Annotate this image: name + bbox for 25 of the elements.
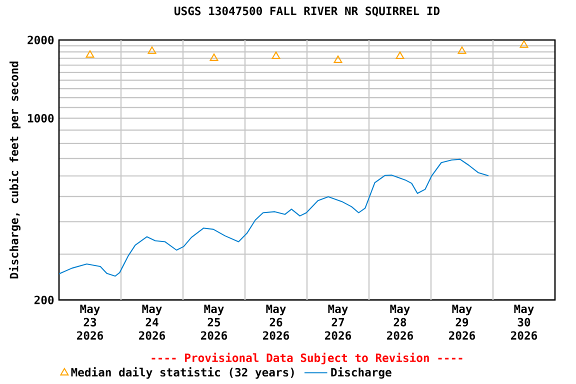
y-axis-title: Discharge, cubic feet per second <box>8 62 21 278</box>
text: ---- Provisional Data Subject to Revision ---- <box>152 352 462 364</box>
point <box>520 40 528 48</box>
point <box>148 46 156 54</box>
point <box>210 54 218 61</box>
x-tick-label: May 23 2026 <box>76 304 104 340</box>
point <box>396 52 404 60</box>
line-series <box>59 158 490 277</box>
x-tick-label: May 30 2026 <box>510 304 538 340</box>
y-tick-label: 200 <box>34 296 54 304</box>
y-tick-label: 2000 <box>28 36 54 44</box>
point <box>458 46 466 54</box>
point <box>334 56 342 63</box>
x-tick-label: May 28 2026 <box>386 304 414 340</box>
point <box>272 52 280 60</box>
x-tick-label: May 24 2026 <box>138 304 166 340</box>
x-tick-label: May 29 2026 <box>448 304 476 340</box>
point <box>86 50 94 58</box>
y-tick-label: 1000 <box>28 114 54 123</box>
legend-label: Median daily statistic (32 years) <box>71 367 294 379</box>
x-tick-label: May 26 2026 <box>262 304 290 340</box>
legend-label: Discharge <box>331 367 392 379</box>
chart-title: USGS 13047500 FALL RIVER NR SQUIRREL ID <box>174 6 440 17</box>
x-tick-label: May 25 2026 <box>200 304 228 340</box>
x-tick-label: May 27 2026 <box>324 304 352 340</box>
